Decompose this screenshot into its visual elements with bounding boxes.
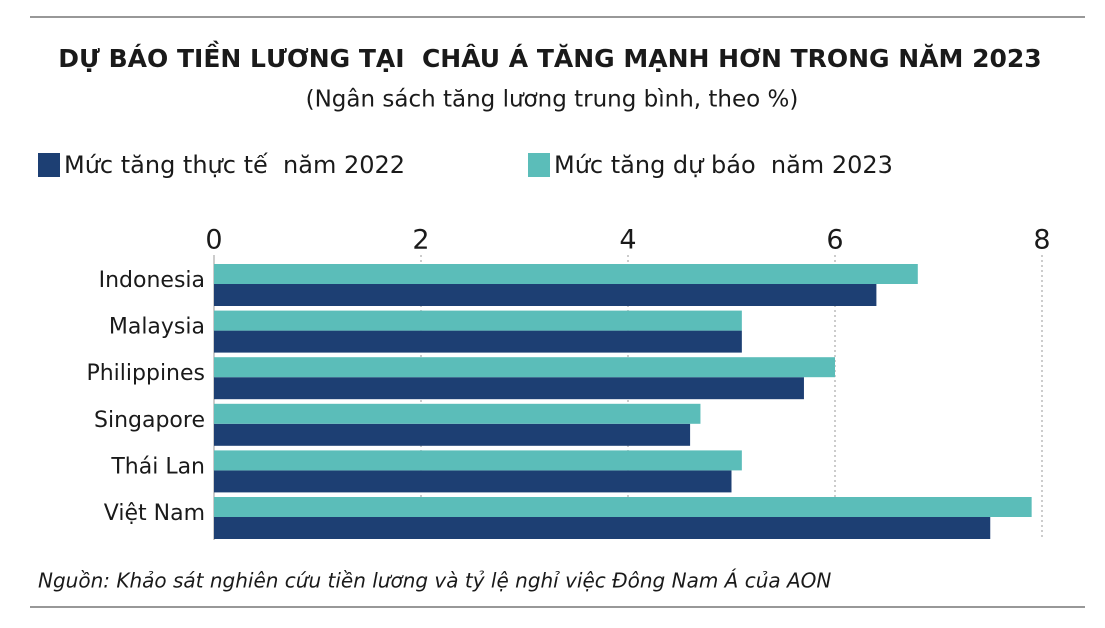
x-tick-label: 8 [1033, 225, 1050, 256]
bar [214, 497, 1032, 517]
bar [214, 284, 877, 306]
legend-swatch [38, 153, 60, 177]
bar [214, 450, 742, 471]
bar [214, 423, 691, 446]
bar [214, 377, 804, 400]
y-tick-label: Việt Nam [104, 501, 205, 526]
chart-title: DỰ BÁO TIỀN LƯƠNG TẠI CHÂU Á TĂNG MẠNH H… [58, 40, 1041, 73]
chart-subtitle: (Ngân sách tăng lương trung bình, theo %… [306, 87, 799, 113]
y-tick-label: Malaysia [109, 315, 205, 340]
bar [214, 403, 701, 424]
x-tick-label: 4 [619, 225, 636, 256]
bar [214, 330, 742, 353]
bar [214, 310, 742, 331]
y-tick-label: Thái Lan [110, 454, 205, 479]
source: Nguồn: Khảo sát nghiên cứu tiền lương và… [38, 569, 831, 593]
x-tick-label: 2 [412, 225, 429, 256]
x-tick-label: 6 [826, 225, 843, 256]
legend-label: Mức tăng dự báo năm 2023 [554, 151, 893, 179]
bar [214, 357, 835, 378]
legend-label: Mức tăng thực tế năm 2022 [64, 151, 405, 179]
y-tick-label: Singapore [94, 408, 205, 433]
bar [214, 470, 732, 493]
legend-swatch [528, 153, 550, 177]
y-tick-label: Indonesia [99, 268, 205, 293]
x-tick-label: 0 [205, 225, 222, 256]
bar [214, 264, 918, 284]
bar [214, 517, 991, 539]
y-tick-label: Philippines [86, 361, 205, 386]
